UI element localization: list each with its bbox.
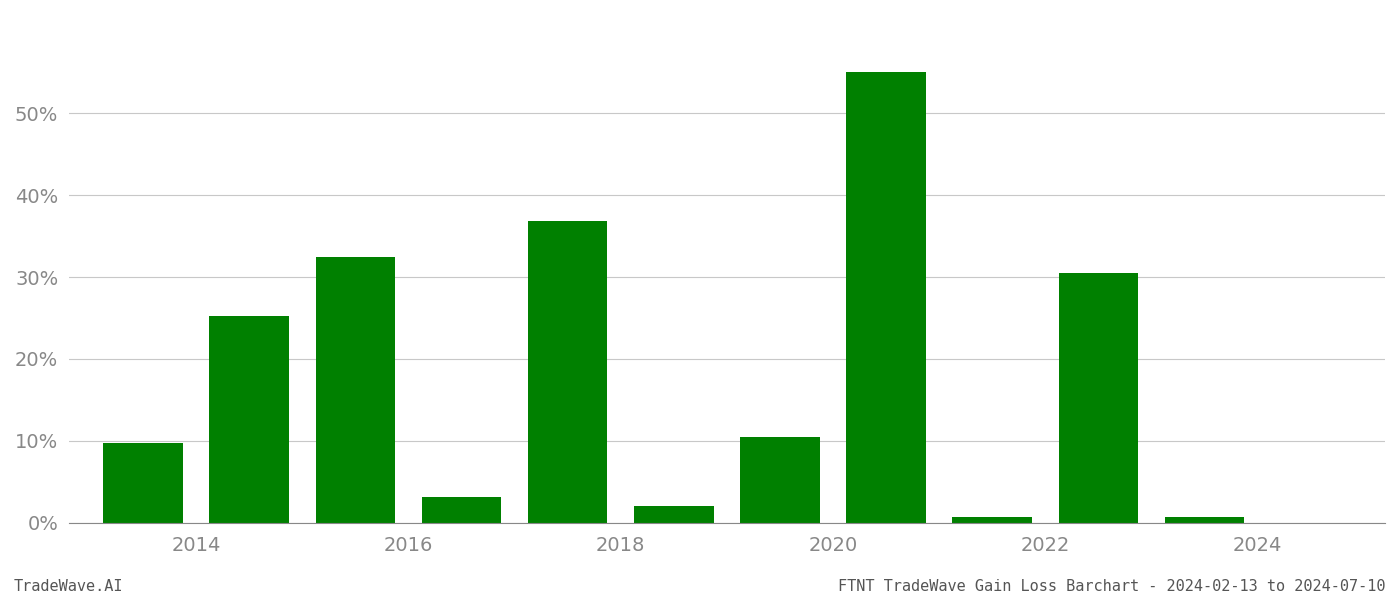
Bar: [952, 517, 1032, 523]
Text: FTNT TradeWave Gain Loss Barchart - 2024-02-13 to 2024-07-10: FTNT TradeWave Gain Loss Barchart - 2024…: [839, 579, 1386, 594]
Bar: [104, 443, 183, 523]
Bar: [1058, 273, 1138, 523]
Bar: [634, 506, 714, 523]
Bar: [210, 316, 288, 523]
Bar: [315, 257, 395, 523]
Bar: [528, 221, 608, 523]
Bar: [741, 437, 820, 523]
Bar: [847, 71, 925, 523]
Bar: [1165, 517, 1245, 523]
Text: TradeWave.AI: TradeWave.AI: [14, 579, 123, 594]
Bar: [421, 497, 501, 523]
